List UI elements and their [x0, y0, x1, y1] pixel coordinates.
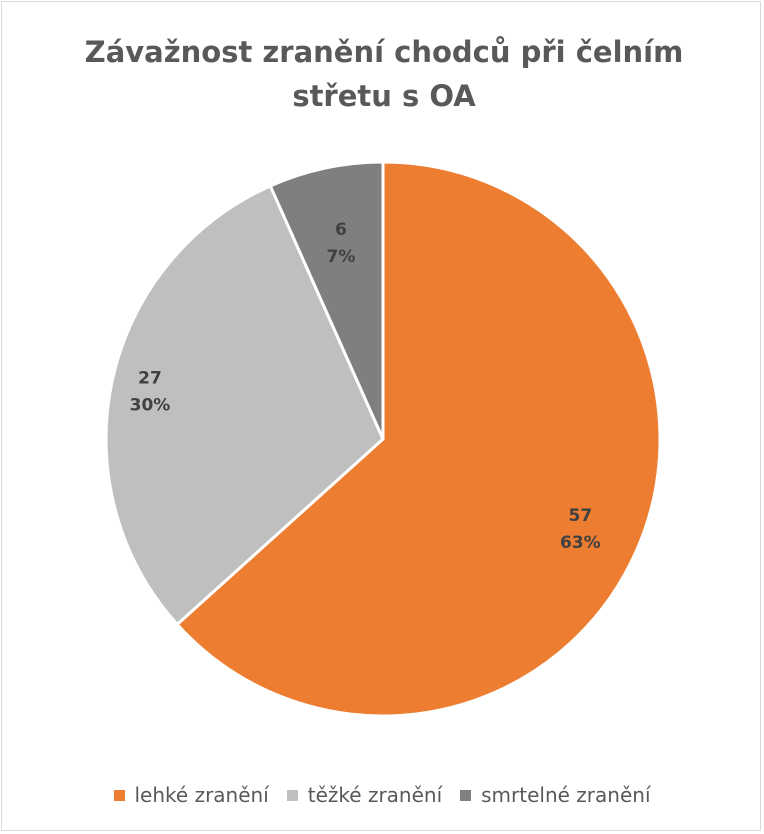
data-label-value: 57 — [569, 506, 593, 526]
data-label-percent: 7% — [327, 247, 356, 267]
legend-item-tezke-zraneni: těžké zranění — [286, 783, 443, 807]
legend-item-smrtelne-zraneni: smrtelné zranění — [460, 783, 651, 807]
data-label-percent: 63% — [560, 533, 601, 553]
pie-slice-tezke-zraneni — [104, 184, 385, 626]
data-label-smrtelne-zraneni: 67% — [327, 220, 356, 267]
legend-label: těžké zranění — [307, 783, 443, 807]
chart-title: Závažnost zranění chodců při čelním stře… — [84, 35, 684, 113]
pie-slice-smrtelne-zraneni — [268, 160, 385, 441]
legend-label: smrtelné zranění — [481, 783, 651, 807]
legend-swatch — [113, 789, 125, 801]
legend: lehké zranění těžké zranění smrtelné zraně… — [2, 778, 762, 812]
data-label-value: 27 — [138, 368, 162, 388]
data-label-value: 6 — [335, 220, 347, 240]
legend-swatch — [286, 789, 298, 801]
legend-swatch — [460, 789, 472, 801]
legend-item-lehke-zraneni: lehké zranění — [113, 783, 269, 807]
data-label-percent: 30% — [130, 395, 171, 415]
pie-slice-lehke-zraneni — [175, 160, 662, 718]
legend-label: lehké zranění — [134, 783, 269, 807]
